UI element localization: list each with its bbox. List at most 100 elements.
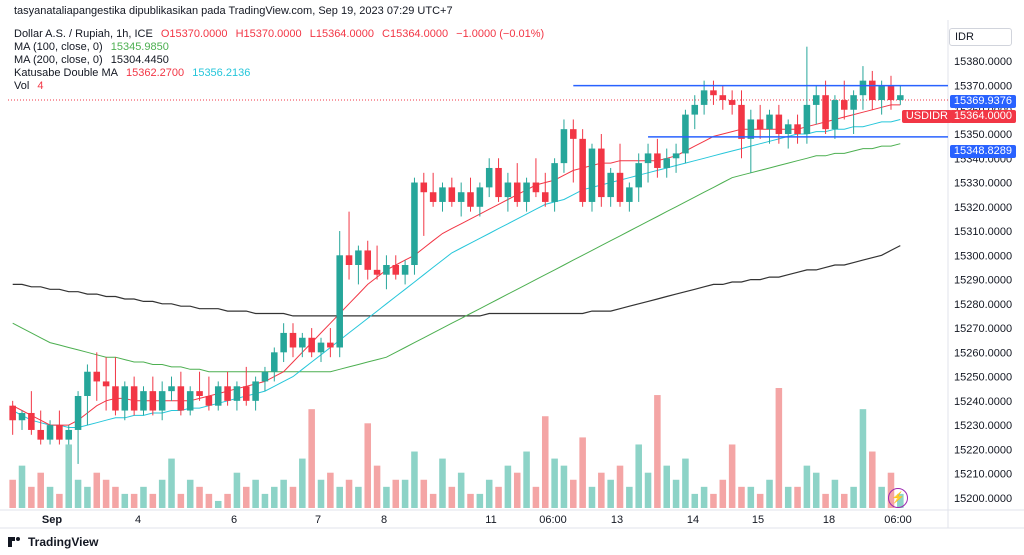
volume-bar	[513, 472, 521, 508]
candle-body	[242, 386, 250, 401]
volume-bar	[130, 493, 138, 508]
volume-bar	[149, 493, 157, 508]
volume-bar	[439, 458, 446, 508]
volume-bar	[401, 479, 409, 508]
currency-selector[interactable]: IDR	[949, 28, 1012, 46]
support-price-tag: 15348.8289	[949, 145, 1016, 158]
y-tick-label: 15200.0000	[954, 493, 1012, 505]
candle-body	[775, 114, 783, 135]
candle-body	[18, 412, 26, 421]
volume-bar	[158, 479, 166, 508]
volume-bar	[775, 388, 783, 508]
resistance-price-tag: 15369.9376	[949, 95, 1016, 108]
volume-bar	[700, 486, 708, 508]
ohlc-open: O15370.0000	[160, 28, 228, 40]
volume-bar	[271, 486, 278, 508]
volume-bar	[420, 479, 428, 508]
volume-bar	[196, 486, 203, 508]
volume-bar	[28, 486, 35, 508]
y-tick-label: 15370.0000	[954, 80, 1012, 92]
candle-body	[831, 100, 839, 130]
volume-bar	[616, 465, 624, 508]
volume-bar	[186, 479, 194, 508]
y-tick-label: 15270.0000	[954, 323, 1012, 335]
legend-ohlc: Dollar A.S. / Rupiah, 1h, ICE O15370.000…	[14, 28, 549, 40]
volume-bar	[840, 493, 848, 508]
volume-bar	[579, 437, 586, 508]
candle-body	[177, 386, 185, 411]
candle-body	[205, 395, 213, 406]
volume-bar	[205, 493, 213, 508]
volume-bar	[784, 486, 792, 508]
volume-bar	[46, 486, 54, 508]
volume-bar	[37, 472, 44, 508]
y-tick-label: 15210.0000	[954, 469, 1012, 481]
candle-body	[532, 182, 540, 193]
candle-body	[196, 391, 203, 396]
candle-body	[766, 114, 773, 130]
volume-bar	[747, 486, 755, 508]
volume-bar	[233, 472, 241, 508]
y-tick-label: 15350.0000	[954, 129, 1012, 141]
volume-bar	[9, 479, 16, 508]
volume-bar	[626, 486, 633, 508]
volume-bar	[523, 451, 530, 508]
volume-bar	[635, 444, 642, 508]
volume-bar	[93, 472, 101, 508]
candle-body	[682, 114, 689, 154]
volume-bar	[532, 486, 540, 508]
candle-body	[803, 104, 811, 135]
candle-body	[616, 172, 624, 202]
legend-ma100: MA (100, close, 0) 15345.9850	[14, 41, 174, 53]
y-tick-label: 15260.0000	[954, 347, 1012, 359]
y-tick-label: 15220.0000	[954, 444, 1012, 456]
candle-body	[691, 104, 699, 115]
y-tick-label: 15320.0000	[954, 202, 1012, 214]
volume-bar	[168, 458, 175, 508]
volume-bar	[224, 493, 231, 508]
volume-bar	[682, 458, 689, 508]
candle-body	[420, 182, 428, 193]
candle-body	[252, 381, 259, 401]
y-tick-label: 15300.0000	[954, 250, 1012, 262]
candle-body	[654, 153, 661, 168]
ma100-value: 15345.9850	[110, 41, 169, 53]
tradingview-mark-icon	[8, 537, 24, 547]
volume-bar	[691, 493, 699, 508]
legend-double-ma: Katusabe Double MA 15362.2700 15356.2136	[14, 67, 255, 79]
y-tick-label: 15290.0000	[954, 275, 1012, 287]
candle-body	[794, 124, 801, 135]
lightning-icon[interactable]: ⚡	[888, 488, 908, 508]
y-tick-label: 15230.0000	[954, 420, 1012, 432]
volume-bar	[766, 479, 773, 508]
ma200-line	[12, 245, 901, 317]
volume-bar	[672, 479, 680, 508]
volume-bar	[74, 479, 82, 508]
volume-bar	[364, 423, 372, 508]
candle-body	[457, 192, 465, 202]
candle-body	[355, 250, 362, 265]
volume-bar	[710, 493, 717, 508]
candle-body	[551, 163, 558, 202]
volume-bar	[214, 500, 222, 508]
volume-bar	[644, 472, 652, 508]
candle-body	[897, 95, 904, 101]
candle-body	[644, 153, 652, 164]
volume-bar	[261, 493, 269, 508]
volume-bar	[598, 472, 605, 508]
double-ma-slow-line	[12, 119, 901, 428]
candle-body	[84, 371, 91, 396]
volume-bar	[607, 479, 614, 508]
volume-bar	[719, 479, 727, 508]
symbol-title: Dollar A.S. / Rupiah, 1h, ICE	[14, 28, 153, 40]
vol-value: 4	[37, 80, 44, 92]
volume-bar	[448, 486, 456, 508]
volume-bar	[878, 486, 885, 508]
candle-body	[579, 138, 586, 202]
volume-bar	[84, 486, 91, 508]
candle-body	[327, 342, 334, 348]
candle-body	[859, 80, 867, 96]
double-ma-value-2: 15356.2136	[192, 67, 251, 79]
candle-body	[747, 119, 755, 139]
